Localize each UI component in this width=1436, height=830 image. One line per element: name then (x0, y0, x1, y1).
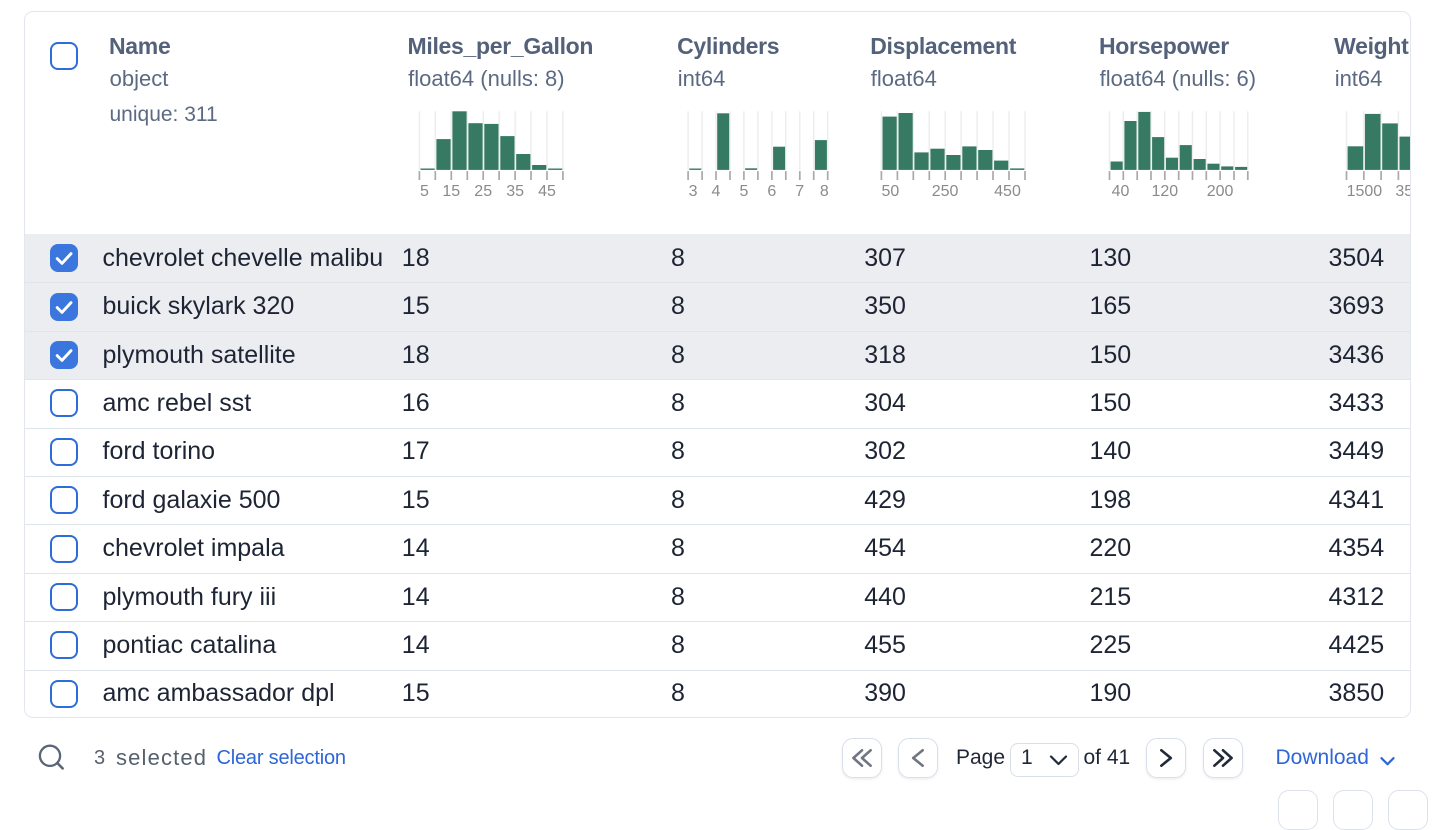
svg-text:3500: 3500 (1395, 183, 1411, 200)
svg-text:5: 5 (419, 183, 428, 200)
svg-text:200: 200 (1206, 183, 1233, 200)
svg-text:450: 450 (994, 183, 1021, 200)
svg-text:4: 4 (711, 183, 720, 200)
svg-text:15: 15 (442, 183, 460, 200)
svg-text:1500: 1500 (1346, 183, 1382, 200)
svg-text:120: 120 (1151, 183, 1178, 200)
svg-text:45: 45 (538, 183, 556, 200)
svg-text:3: 3 (688, 183, 697, 200)
svg-text:50: 50 (881, 183, 899, 200)
svg-text:25: 25 (474, 183, 492, 200)
svg-text:8: 8 (819, 183, 828, 200)
svg-text:7: 7 (795, 183, 804, 200)
svg-text:6: 6 (767, 183, 776, 200)
svg-text:250: 250 (931, 183, 958, 200)
svg-text:35: 35 (506, 183, 524, 200)
svg-text:5: 5 (739, 183, 748, 200)
svg-text:40: 40 (1111, 183, 1129, 200)
